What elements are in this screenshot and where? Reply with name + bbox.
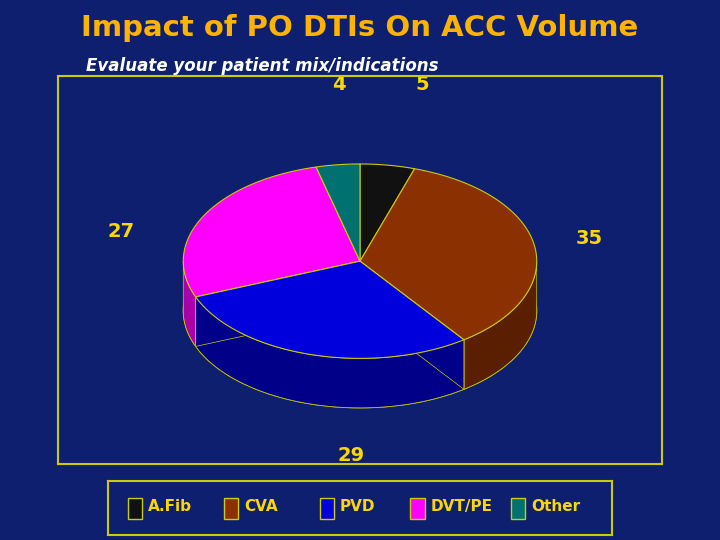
Polygon shape bbox=[360, 164, 415, 261]
Polygon shape bbox=[360, 261, 464, 389]
Bar bbox=[128, 498, 143, 519]
Text: A.Fib: A.Fib bbox=[148, 499, 192, 514]
Polygon shape bbox=[184, 261, 196, 347]
Bar bbox=[224, 498, 238, 519]
Polygon shape bbox=[360, 261, 464, 389]
Polygon shape bbox=[184, 167, 360, 297]
Text: 4: 4 bbox=[332, 75, 346, 94]
Text: 27: 27 bbox=[108, 221, 135, 241]
Text: 29: 29 bbox=[338, 446, 365, 465]
Polygon shape bbox=[464, 262, 536, 389]
Text: Evaluate your patient mix/indications: Evaluate your patient mix/indications bbox=[86, 57, 439, 75]
Bar bbox=[410, 498, 425, 519]
Bar bbox=[511, 498, 526, 519]
Polygon shape bbox=[196, 261, 360, 347]
Text: DVT/PE: DVT/PE bbox=[431, 499, 492, 514]
Text: Impact of PO DTIs On ACC Volume: Impact of PO DTIs On ACC Volume bbox=[81, 14, 639, 42]
Polygon shape bbox=[316, 164, 360, 261]
Text: CVA: CVA bbox=[244, 499, 278, 514]
Polygon shape bbox=[196, 297, 464, 408]
Text: 35: 35 bbox=[576, 228, 603, 248]
Polygon shape bbox=[196, 261, 464, 359]
Text: Other: Other bbox=[531, 499, 580, 514]
Text: 5: 5 bbox=[415, 75, 428, 94]
Polygon shape bbox=[360, 168, 536, 340]
Text: PVD: PVD bbox=[340, 499, 375, 514]
Bar bbox=[320, 498, 334, 519]
Polygon shape bbox=[196, 261, 360, 347]
